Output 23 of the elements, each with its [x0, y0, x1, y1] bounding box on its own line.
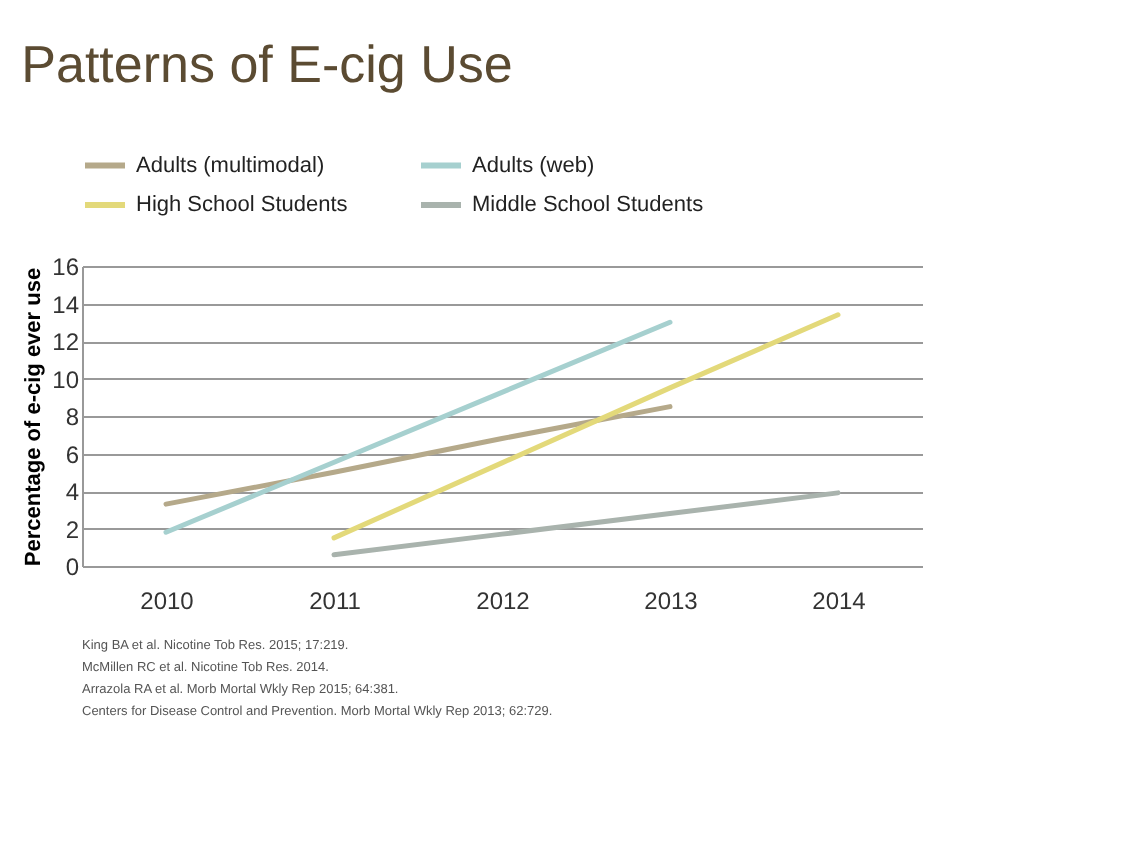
- y-tick-label: 8: [65, 403, 80, 431]
- y-tick-label: 14: [52, 290, 80, 319]
- y-tick-label: 2: [65, 515, 80, 544]
- legend-label: Middle School Students: [472, 193, 705, 217]
- line-series: [331, 490, 841, 558]
- y-tick-label: 12: [52, 328, 80, 356]
- x-tick-label: 2013: [644, 587, 699, 615]
- x-tick-label: 2011: [309, 587, 362, 615]
- y-tick-label: 0: [65, 553, 80, 581]
- chart-title: Patterns of E-cig Use: [21, 34, 513, 94]
- y-tick-label: 6: [65, 440, 80, 469]
- x-tick-label: 2014: [812, 587, 867, 615]
- legend-label: High School Students: [136, 193, 349, 217]
- line-series: [163, 404, 673, 507]
- line-series: [331, 312, 841, 541]
- y-tick-label: 4: [65, 478, 80, 506]
- y-tick-label: 16: [52, 253, 80, 281]
- x-tick-label: 2010: [140, 587, 195, 615]
- y-tick-label: 10: [52, 365, 80, 394]
- legend-label: Adults (multimodal): [136, 153, 325, 178]
- x-tick-label: 2012: [476, 587, 531, 615]
- y-axis-title: Percentage of e-cig ever use: [22, 267, 47, 567]
- legend-label: Adults (web): [472, 153, 595, 178]
